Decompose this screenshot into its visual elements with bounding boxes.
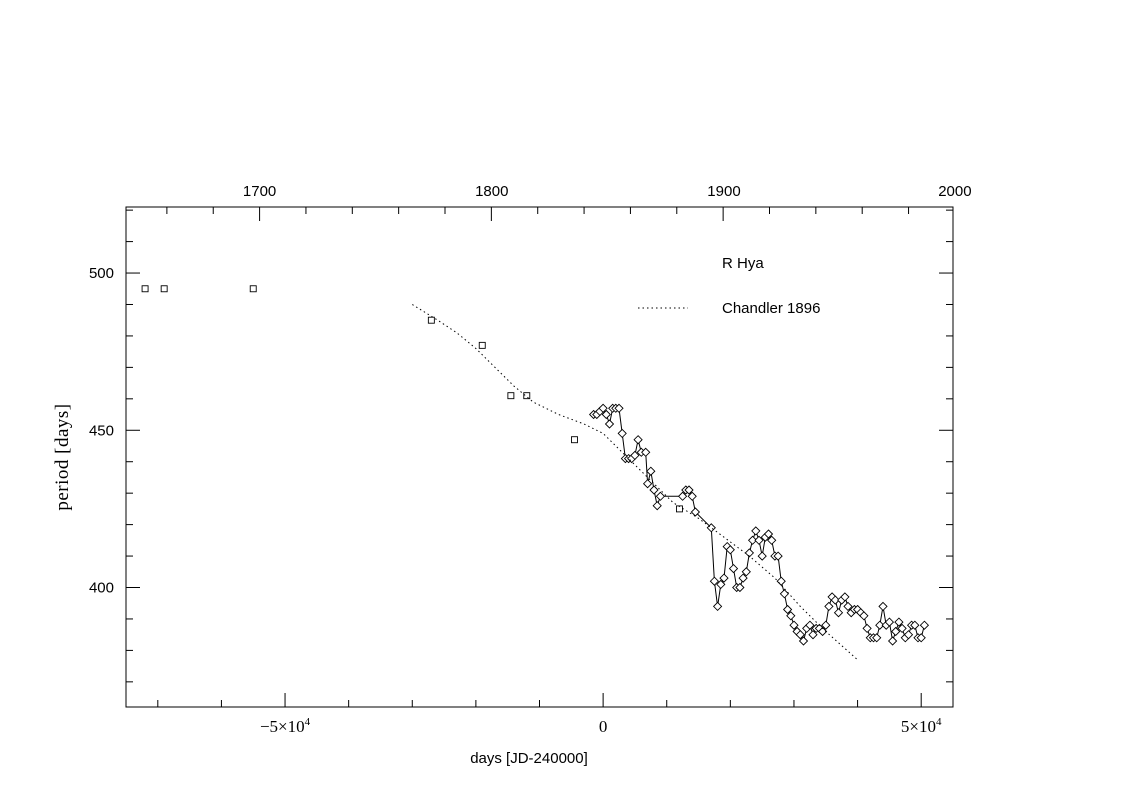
square-data-point [160, 285, 168, 293]
diamond-data-point [878, 601, 888, 612]
diamond-data-point [763, 529, 774, 539]
diamond-data-point [872, 633, 882, 643]
diamond-data-point [859, 611, 869, 621]
diamond-data-point [741, 567, 751, 577]
diamond-data-point [712, 601, 723, 612]
y-tick-label: 400 [89, 580, 114, 597]
diamond-data-point [916, 633, 926, 643]
diamond-data-point [757, 551, 767, 561]
y-tick-label: 450 [89, 422, 114, 439]
diamond-data-point [919, 620, 930, 630]
x-tick-label: −5×104 [260, 716, 311, 736]
x-tick-label: 0 [599, 717, 608, 736]
diamond-data-point [630, 450, 640, 461]
chandler-1896-line [412, 304, 858, 661]
diamond-data-point [598, 403, 608, 413]
diamond-data-point [641, 447, 651, 457]
diamond-data-point [719, 573, 729, 583]
square-data-point [478, 341, 486, 349]
diamond-data-point [821, 620, 831, 630]
diamond-data-point [910, 620, 920, 630]
diamond-data-point [716, 579, 726, 590]
diamond-data-point [642, 479, 653, 489]
diamond-data-point [786, 611, 796, 621]
diamond-data-point [677, 491, 688, 501]
diamond-data-point [862, 623, 872, 634]
diamond-data-point [824, 601, 834, 612]
diamond-data-point [830, 595, 840, 605]
diamond-data-point [884, 617, 895, 627]
diamond-data-point [735, 582, 745, 593]
diamond-data-point [751, 526, 761, 536]
diamond-data-point [646, 466, 656, 476]
diamond-data-point [782, 604, 793, 615]
top-tick-label: 2000 [938, 183, 971, 200]
axes-ticks: 400 450 500 −5×104 0 5×104 [89, 209, 953, 736]
legend: R Hya Chandler 1896 [638, 255, 820, 317]
plot-frame [125, 206, 954, 708]
diamond-data-point [687, 491, 697, 501]
top-tick-label: 1800 [475, 183, 508, 200]
top-tick-label: 1700 [243, 183, 276, 200]
y-tick-label: 500 [89, 265, 114, 282]
diamond-data-point [604, 419, 615, 429]
diamond-data-point [655, 491, 666, 501]
diamond-data-point [887, 636, 898, 646]
legend-title: R Hya [722, 255, 764, 272]
series-layer [141, 285, 930, 661]
diamond-data-point [690, 507, 701, 517]
diamond-data-point [754, 535, 764, 545]
top-tick-label: 1900 [707, 183, 740, 200]
diamond-data-point [808, 630, 818, 640]
diamond-data-point [601, 409, 611, 420]
plot-area [125, 206, 954, 708]
square-data-point [427, 316, 435, 324]
diamond-data-point [817, 626, 828, 637]
diamond-data-point [709, 576, 720, 586]
diamond-data-point [617, 428, 627, 439]
square-data-point [507, 392, 515, 400]
square-data-point [523, 392, 531, 400]
diamond-data-point [779, 589, 790, 599]
diamond-data-point [805, 620, 815, 630]
diamond-data-point [833, 608, 844, 618]
square-data-point [141, 285, 149, 293]
diamond-data-point [843, 601, 853, 612]
diamond-data-point [789, 620, 799, 630]
diamond-data-point [875, 620, 885, 630]
diamond-data-point [840, 592, 850, 602]
series-connecting-line [593, 407, 925, 643]
diamond-data-point [728, 563, 739, 574]
diamond-data-point [894, 617, 904, 627]
diamond-data-point [891, 626, 901, 637]
diamond-data-point [897, 623, 907, 634]
x-axis-label: days [JD-240000] [470, 750, 588, 767]
diamond-data-point [614, 403, 624, 413]
diamond-data-point [649, 485, 659, 495]
top-axis: 1700 1800 1900 2000 [166, 183, 972, 221]
square-data-point [249, 285, 257, 293]
diamond-data-point [744, 548, 755, 558]
diamond-data-point [633, 435, 643, 445]
diamond-data-point [903, 630, 914, 640]
square-data-point [571, 436, 578, 444]
diamond-data-point [747, 535, 758, 545]
diamond-data-point [773, 551, 783, 561]
x-tick-label: 5×104 [901, 716, 942, 736]
diamond-data-point [798, 636, 809, 646]
diamond-data-point [795, 630, 805, 640]
y-axis-label: period [days] [52, 403, 73, 510]
diamond-data-point [776, 576, 786, 586]
diamond-data-point [684, 485, 694, 495]
legend-entry-label: Chandler 1896 [722, 300, 820, 317]
diamond-data-point [652, 501, 662, 511]
diamond-data-point [738, 573, 748, 583]
diamond-data-point [767, 535, 777, 545]
diamond-data-point [725, 545, 735, 555]
